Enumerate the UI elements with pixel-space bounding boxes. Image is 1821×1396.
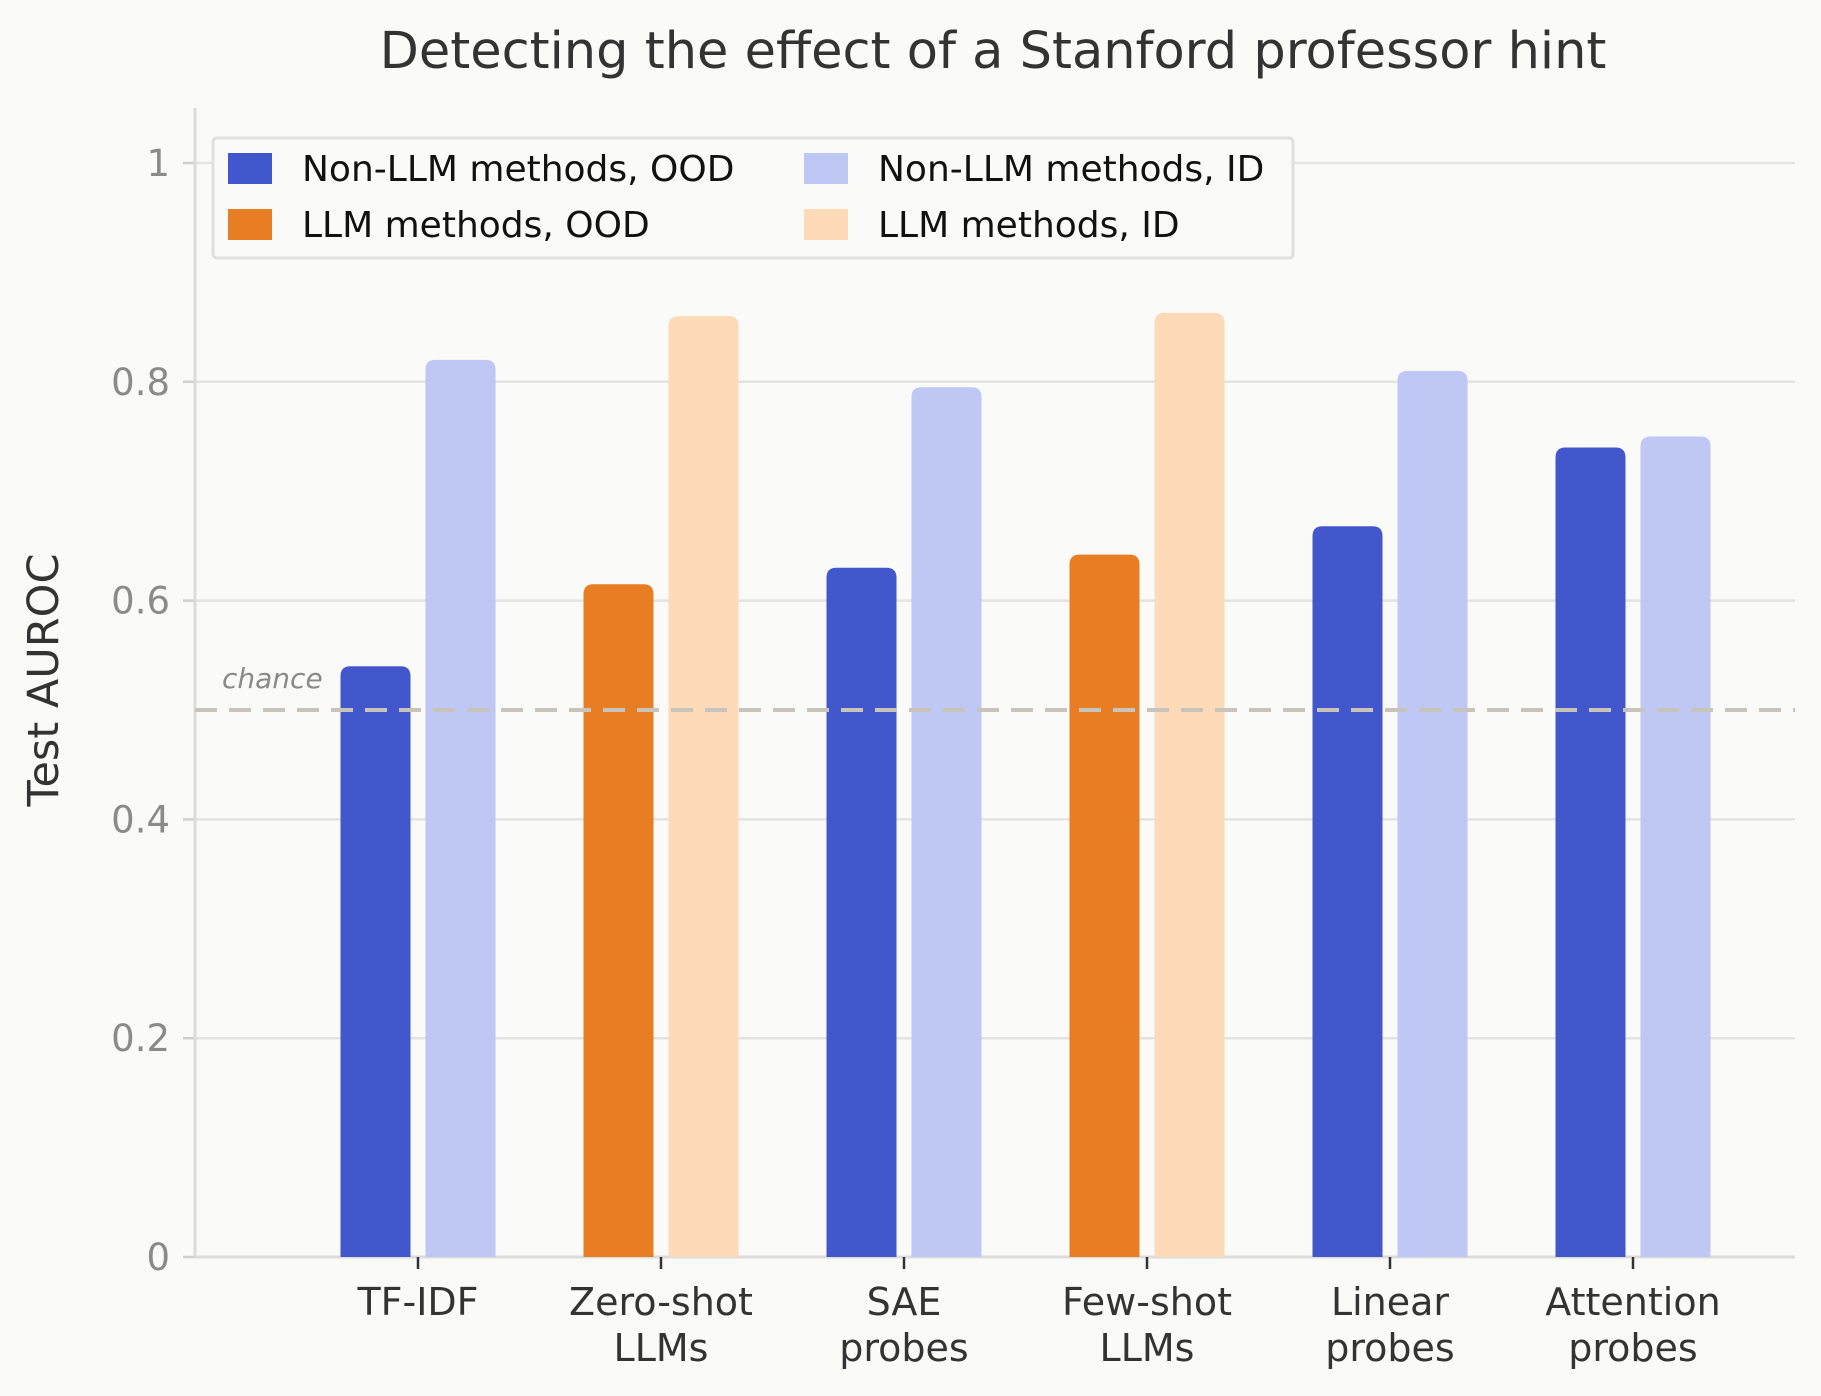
bar-id-3 [1154,312,1225,1257]
y-tick-label-5: 1 [146,142,170,185]
x-tick-label-3-0: Few-shot [1062,1280,1232,1324]
bar-id-1 [668,316,739,1257]
bar-ood-4 [1312,526,1383,1257]
bar-ood-0 [340,666,411,1257]
reference-layer: chance [195,662,1795,712]
x-tick-layer: TF-IDF Zero-shotLLMsSAEprobesFew-shotLLMs… [356,1257,1721,1370]
x-tick-label-5-0: Attention [1545,1280,1720,1324]
bar-ood-3 [1069,554,1140,1257]
bar-ood-5 [1555,447,1626,1257]
x-tick-label-1-1: LLMs [614,1326,709,1370]
chart-title: Detecting the effect of a Stanford profe… [380,22,1607,81]
x-tick-label-2-0: SAE [867,1280,942,1324]
legend-swatch-1 [804,153,848,184]
x-tick-label-4-1: probes [1325,1326,1454,1370]
y-tick-label-0: 0 [146,1236,170,1279]
x-tick-label-0-0: TF-IDF [356,1280,478,1324]
legend-swatch-3 [804,209,848,240]
x-tick-label-5-1: probes [1568,1326,1697,1370]
y-axis-label: Test AUROC [19,554,69,808]
y-tick-label-2: 0.4 [111,798,170,841]
bar-id-5 [1640,436,1711,1257]
bars-layer [340,312,1711,1257]
y-tick-label-4: 0.8 [111,361,170,404]
legend-label-3: LLM methods, ID [878,205,1180,246]
legend: Non-LLM methods, OOD Non-LLM methods, ID L… [211,136,1295,260]
bar-ood-2 [826,567,897,1257]
legend-label-2: LLM methods, OOD [302,205,650,246]
legend-swatch-2 [228,209,272,240]
bar-id-2 [911,387,982,1257]
legend-label-1: Non-LLM methods, ID [878,149,1264,190]
y-tick-label-1: 0.2 [111,1017,170,1060]
bar-id-0 [425,359,496,1257]
bar-ood-1 [583,584,654,1257]
x-tick-label-2-1: probes [839,1326,968,1370]
y-tick-label-3: 0.6 [111,580,170,623]
legend-swatch-0 [228,153,272,184]
bar-id-4 [1397,370,1468,1257]
chance-label: chance [222,662,323,695]
legend-box [211,136,1295,260]
x-tick-label-4-0: Linear [1331,1280,1449,1324]
x-tick-label-1-0: Zero-shot [569,1280,753,1324]
x-tick-label-3-1: LLMs [1100,1326,1195,1370]
legend-label-0: Non-LLM methods, OOD [302,149,734,190]
